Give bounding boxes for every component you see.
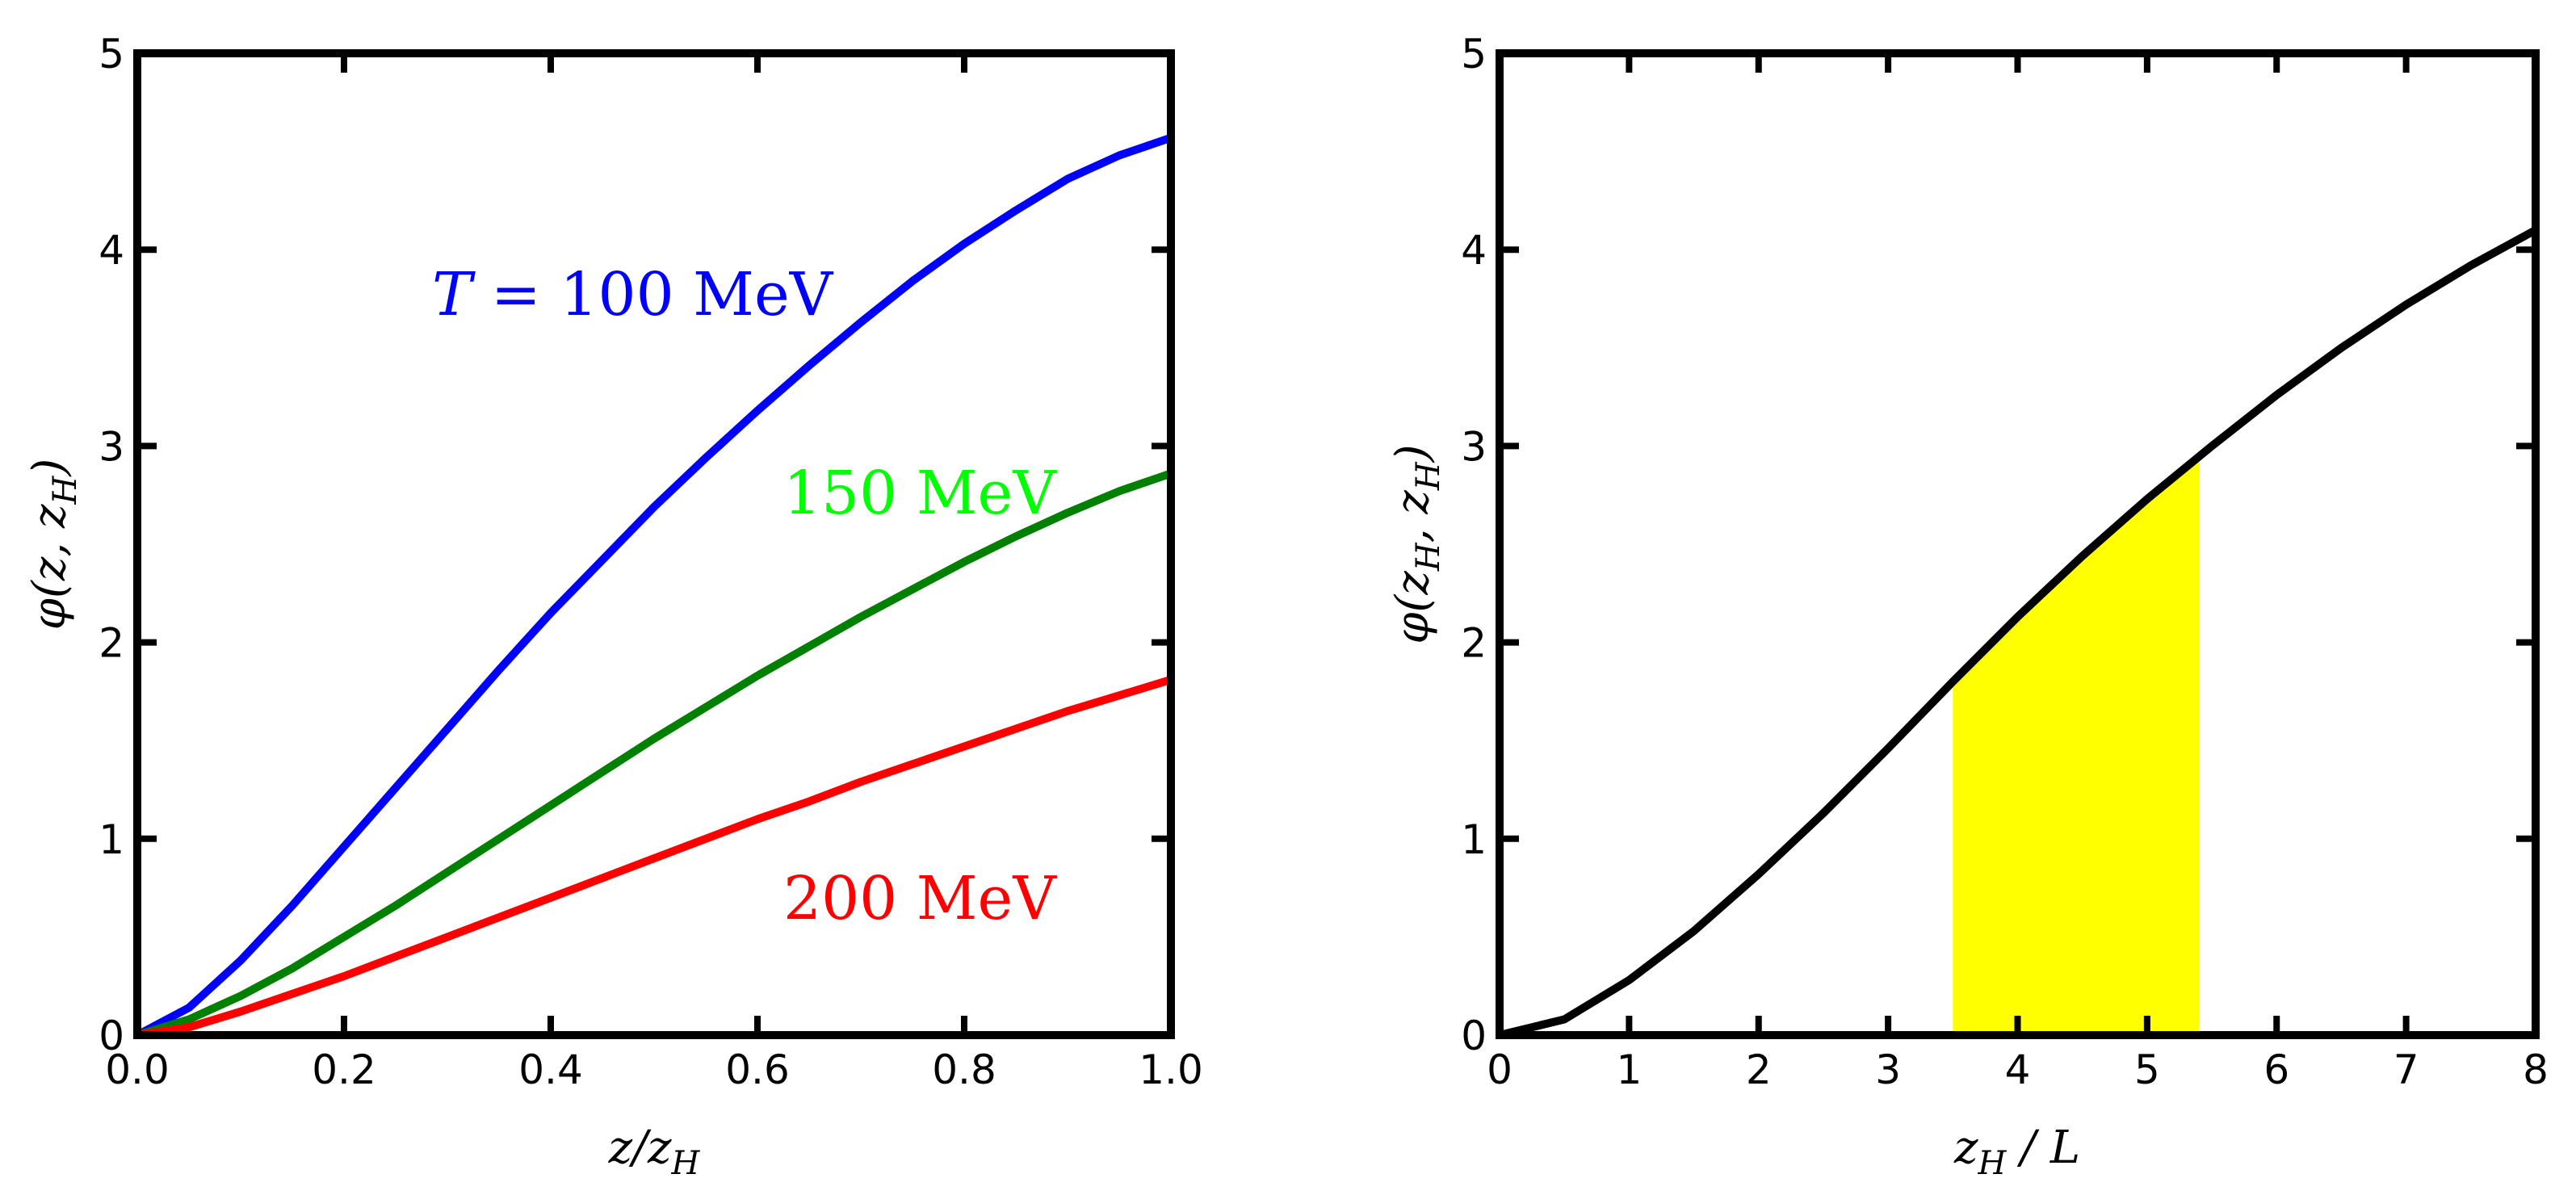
right-x-tick-label: 7 xyxy=(2393,1046,2419,1093)
right-y-axis-label: φ(zH, zH) xyxy=(1387,444,1447,644)
left-series-line-1 xyxy=(133,469,1175,1039)
right-x-axis-label: zH / L xyxy=(1953,1122,2080,1182)
left-chart: 0.0 0.2 0.4 0.6 0.8 1.0 0 1 2 3 4 5 T = 100 MeV 150… xyxy=(23,31,1203,1182)
left-x-tick-label: 0.0 xyxy=(105,1046,170,1093)
right-y-tick-label: 5 xyxy=(1461,31,1487,78)
right-chart: 0 1 2 3 4 5 6 7 8 0 1 2 3 4 5 zH / L φ(zH, zH) xyxy=(1387,31,2549,1182)
left-x-axis-label: z/zH xyxy=(608,1122,701,1182)
annotation-150: 150 MeV xyxy=(783,459,1057,528)
left-y-tick-label: 4 xyxy=(99,227,124,274)
right-x-tick-label: 3 xyxy=(1875,1046,1901,1093)
left-y-tick-label: 1 xyxy=(99,816,124,863)
left-plot-frame xyxy=(133,49,1175,1039)
left-x-tick-label: 0.4 xyxy=(518,1046,583,1093)
right-x-tick-label: 0 xyxy=(1487,1046,1512,1093)
right-shaded-region xyxy=(1953,456,2199,1035)
right-y-tick-label: 2 xyxy=(1461,620,1487,667)
left-y-tick-label: 5 xyxy=(99,31,124,78)
right-x-tick-label: 1 xyxy=(1616,1046,1642,1093)
left-x-tick-label: 0.2 xyxy=(312,1046,376,1093)
right-y-tick-label: 4 xyxy=(1461,227,1487,274)
left-y-tick-label: 0 xyxy=(99,1013,124,1059)
left-y-axis-label: φ(z, zH) xyxy=(23,459,84,630)
left-x-tick-label: 0.6 xyxy=(725,1046,790,1093)
right-y-tick-label: 0 xyxy=(1461,1013,1487,1059)
annotation-200: 200 MeV xyxy=(783,864,1057,933)
annotation-t100: T = 100 MeV xyxy=(432,260,834,329)
right-y-tick-label: 3 xyxy=(1461,423,1487,470)
right-x-tick-label: 8 xyxy=(2523,1046,2549,1093)
right-plot-frame xyxy=(1496,49,2540,1039)
right-x-tick-label: 2 xyxy=(1746,1046,1772,1093)
right-series-line-0 xyxy=(1496,225,2540,1039)
right-x-tick-label: 4 xyxy=(2005,1046,2031,1093)
left-y-tick-label: 3 xyxy=(99,423,124,470)
left-y-tick-label: 2 xyxy=(99,620,124,667)
right-x-tick-label: 5 xyxy=(2134,1046,2160,1093)
left-series-line-0 xyxy=(133,133,1175,1039)
left-series-line-2 xyxy=(133,675,1175,1039)
left-x-tick-label: 0.8 xyxy=(932,1046,996,1093)
right-y-tick-label: 1 xyxy=(1461,816,1487,863)
left-x-tick-label: 1.0 xyxy=(1139,1046,1203,1093)
right-x-tick-label: 6 xyxy=(2263,1046,2289,1093)
